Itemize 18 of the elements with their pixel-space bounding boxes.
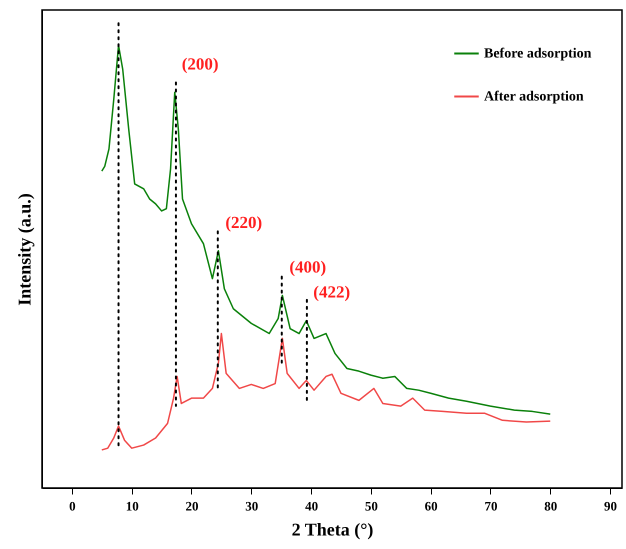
annotation: (220) <box>225 212 262 232</box>
x-tick-label: 50 <box>364 498 378 514</box>
x-tick-label: 10 <box>126 498 139 514</box>
legend-label: After adsorption <box>484 90 584 104</box>
legend-label: Before adsorption <box>484 46 592 62</box>
y-axis-title: Intensity (a.u.) <box>14 193 34 306</box>
x-tick-label: 70 <box>484 498 498 514</box>
x-tick-label: 30 <box>245 498 258 514</box>
x-tick-label: 90 <box>604 498 618 514</box>
x-tick-label: 0 <box>69 498 76 514</box>
x-tick-label: 40 <box>305 498 318 514</box>
x-tick-label: 80 <box>544 498 558 514</box>
annotation: (400) <box>289 257 326 276</box>
annotation: (422) <box>313 282 350 302</box>
annotation: (200) <box>182 54 219 74</box>
x-tick-label: 20 <box>185 498 198 514</box>
x-axis-title: 2 Theta (°) <box>292 520 374 540</box>
x-tick-label: 60 <box>424 498 438 514</box>
